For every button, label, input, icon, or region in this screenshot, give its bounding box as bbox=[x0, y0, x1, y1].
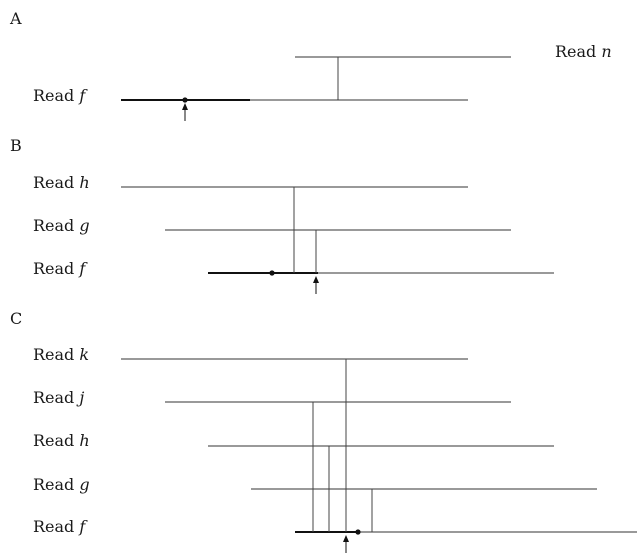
read-variable: f bbox=[79, 86, 86, 105]
read-word: Read bbox=[33, 259, 75, 278]
read-variable: g bbox=[79, 475, 90, 494]
position-arrow-icon-b bbox=[313, 276, 319, 283]
read-variable: h bbox=[79, 431, 90, 450]
read-label-b-f: Read f bbox=[33, 261, 85, 277]
read-word: Read bbox=[555, 42, 597, 61]
position-arrow-icon-a bbox=[182, 103, 188, 110]
read-label-b-g: Read g bbox=[33, 218, 90, 234]
read-variable: h bbox=[79, 173, 90, 192]
read-label-c-g: Read g bbox=[33, 477, 90, 493]
read-label-a-f: Read f bbox=[33, 88, 85, 104]
read-label-c-j: Read j bbox=[33, 390, 84, 406]
read-variable: f bbox=[79, 259, 86, 278]
read-word: Read bbox=[33, 517, 75, 536]
position-arrow-icon-c bbox=[343, 535, 349, 542]
read-label-a-n: Read n bbox=[555, 44, 612, 60]
panel-label-b: B bbox=[10, 136, 22, 155]
read-variable: g bbox=[79, 216, 90, 235]
read-word: Read bbox=[33, 216, 75, 235]
read-word: Read bbox=[33, 173, 75, 192]
panel-label-a: A bbox=[10, 9, 22, 28]
current-position-dot-b bbox=[269, 270, 275, 276]
current-position-dot-a bbox=[182, 97, 188, 103]
read-word: Read bbox=[33, 431, 75, 450]
read-word: Read bbox=[33, 475, 75, 494]
read-variable: k bbox=[79, 345, 90, 364]
read-variable: j bbox=[79, 388, 85, 407]
read-label-c-h: Read h bbox=[33, 433, 90, 449]
read-label-c-f: Read f bbox=[33, 519, 85, 535]
current-position-dot-c bbox=[355, 529, 361, 535]
read-word: Read bbox=[33, 388, 75, 407]
read-word: Read bbox=[33, 86, 75, 105]
read-label-c-k: Read k bbox=[33, 347, 89, 363]
read-variable: n bbox=[601, 42, 612, 61]
read-word: Read bbox=[33, 345, 75, 364]
panel-label-c: C bbox=[10, 309, 23, 328]
read-variable: f bbox=[79, 517, 86, 536]
read-label-b-h: Read h bbox=[33, 175, 90, 191]
